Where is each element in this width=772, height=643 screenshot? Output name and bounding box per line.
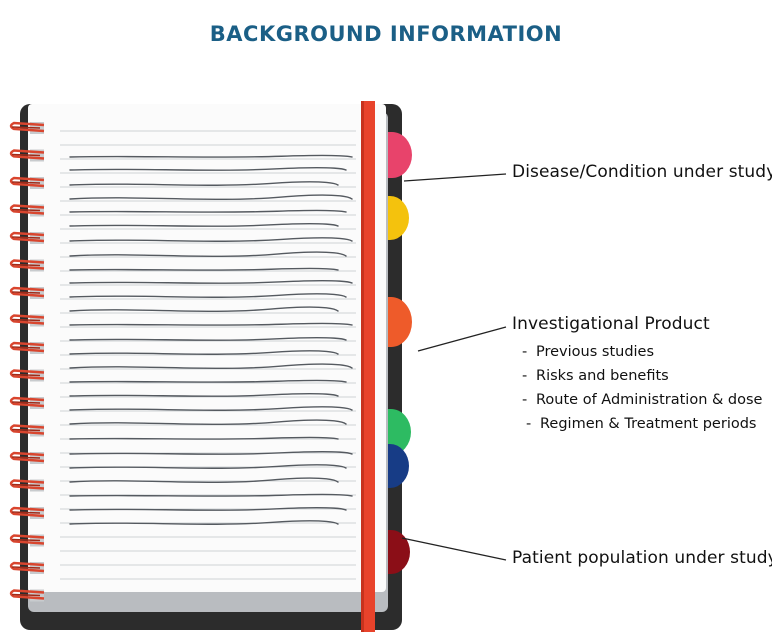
handwriting-line: [69, 379, 347, 383]
spiral-ring: [9, 121, 45, 134]
handwriting-line: [69, 251, 347, 257]
spiral-ring: [9, 149, 45, 162]
label-disease: Disease/Condition under study: [512, 162, 772, 182]
handwriting-line: [69, 279, 353, 284]
spiral-ring: [9, 314, 45, 327]
list-item: - Regimen & Treatment periods: [526, 416, 757, 432]
product-details-list: - Previous studies - Risks and benefits -R…: [522, 340, 762, 436]
tab-pink: [386, 132, 412, 178]
handwriting-line: [69, 392, 339, 397]
handwriting-line: [69, 322, 353, 326]
spiral-ring: [9, 369, 45, 382]
handwriting-line: [69, 450, 353, 455]
spiral-ring: [9, 424, 45, 437]
handwriting-line: [69, 222, 339, 227]
handwriting-line: [69, 336, 347, 341]
handwriting-line: [69, 520, 339, 525]
spiral-ring: [9, 259, 45, 272]
spiral-ring: [9, 341, 45, 354]
label-investigational-product: Investigational Product: [512, 314, 710, 334]
tab-yellow: [386, 196, 409, 240]
handwriting-line: [69, 237, 353, 242]
handwriting-line: [69, 209, 347, 213]
handwriting-line: [69, 181, 339, 186]
spiral-ring: [9, 176, 45, 189]
handwriting-line: [69, 436, 339, 440]
spiral-binding: [9, 121, 45, 602]
page-title: BACKGROUND INFORMATION: [209, 22, 563, 46]
spiral-ring: [9, 204, 45, 217]
spiral-ring: [9, 231, 45, 244]
handwriting-line: [69, 419, 347, 425]
handwriting-line: [69, 477, 339, 483]
tab-orange: [386, 297, 412, 347]
tab-blue: [386, 444, 409, 488]
list-item: - Risks and benefits: [522, 368, 669, 384]
elastic-band: [361, 101, 375, 632]
spiral-ring: [9, 506, 45, 519]
list-item: - Previous studies: [522, 344, 655, 360]
spiral-ring: [9, 561, 45, 574]
handwriting-line: [69, 166, 347, 171]
handwriting-line: [69, 293, 347, 298]
handwriting-line: [69, 306, 339, 312]
handwriting-line: [69, 154, 353, 158]
handwriting-line: [69, 350, 339, 355]
handwriting-line: [69, 464, 347, 469]
handwriting-line: [69, 267, 339, 271]
notebook-page: [28, 104, 386, 592]
handwriting-line: [69, 194, 353, 200]
pointer-line-patient: [401, 537, 507, 561]
spiral-ring: [9, 396, 45, 409]
spiral-ring: [9, 451, 45, 464]
handwriting-line: [69, 363, 353, 369]
handwriting-lines: [69, 154, 353, 525]
pointer-line-product: [417, 326, 507, 352]
tab-darkred: [386, 530, 410, 574]
spiral-ring: [9, 479, 45, 492]
handwriting-line: [69, 493, 353, 497]
list-item: - Route of Administration & dose: [522, 392, 763, 408]
spiral-ring: [9, 589, 45, 602]
handwriting-line: [69, 406, 353, 411]
tab-green: [386, 409, 411, 455]
spiral-ring: [9, 286, 45, 299]
handwriting-line: [69, 506, 347, 511]
pointer-line-disease: [403, 173, 507, 182]
label-patient-population: Patient population under study: [512, 548, 772, 568]
spiral-ring: [9, 534, 45, 547]
